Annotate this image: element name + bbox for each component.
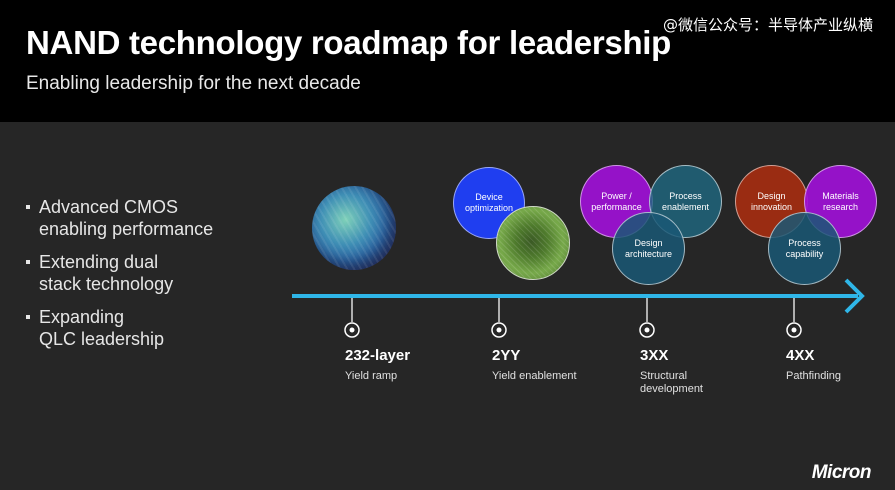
- watermark: @微信公众号：半导体产业纵横: [662, 16, 873, 34]
- milestone-desc-line: Yield enablement: [492, 370, 577, 382]
- milestone-4xx: 4XX Pathfinding: [786, 347, 841, 383]
- bullet-line: Expanding: [39, 307, 125, 327]
- milestone-name: 2YY: [492, 347, 521, 364]
- bubble-text: capability: [785, 248, 824, 259]
- milestone-marker-3xx: [639, 298, 655, 338]
- bubble-text: innovation: [750, 201, 793, 212]
- milestone-desc-line: development: [640, 383, 703, 395]
- page-title: NAND technology roadmap for leadership: [26, 24, 672, 61]
- bubble-text: performance: [591, 201, 642, 212]
- bubble-text: enablement: [661, 201, 710, 212]
- milestone-desc: Yield ramp: [345, 370, 410, 383]
- bullet-item: Expanding QLC leadership: [26, 306, 213, 350]
- milestone-desc-line: Yield ramp: [345, 370, 398, 382]
- bullet-line: stack technology: [39, 274, 174, 294]
- milestone-desc: Pathfinding: [786, 370, 841, 383]
- bubble-text: Design: [634, 237, 663, 248]
- milestone-name: 4XX: [786, 347, 815, 364]
- bubble-text: Power /: [601, 190, 632, 201]
- bullet-item: Advanced CMOS enabling performance: [26, 196, 213, 240]
- wafer-image: [312, 186, 396, 270]
- milestone-desc-line: Structural: [640, 370, 688, 382]
- bubble-text: Process: [788, 237, 821, 248]
- milestone-name: 232-layer: [345, 347, 411, 364]
- milestone-desc: Yield enablement: [492, 370, 577, 383]
- milestone-marker-4xx: [786, 298, 802, 338]
- bubble-text: Design: [757, 190, 786, 201]
- bullet-line: enabling performance: [39, 219, 214, 239]
- milestone-desc-line: Pathfinding: [786, 370, 842, 382]
- bubble-text: Process: [669, 190, 702, 201]
- bubble-text: architecture: [624, 248, 673, 259]
- bullet-line: QLC leadership: [39, 329, 165, 349]
- milestone-marker-2yy: [491, 298, 507, 338]
- header-band: NAND technology roadmap for leadership E…: [0, 0, 895, 122]
- milestone-marker-232: [344, 298, 360, 338]
- bubble-text: research: [822, 201, 858, 212]
- bullet-line: Advanced CMOS: [39, 197, 179, 217]
- bubble-design-architecture: Design architecture: [612, 212, 685, 285]
- bubble-text: Materials: [822, 190, 859, 201]
- bullet-item: Extending dual stack technology: [26, 251, 213, 295]
- bullet-list: Advanced CMOS enabling performance Exten…: [26, 196, 213, 361]
- timeline-arrowhead: [844, 278, 865, 314]
- milestone-name: 3XX: [640, 347, 669, 364]
- micron-logo: Micron: [811, 462, 872, 483]
- bubble-process-capability: Process capability: [768, 212, 841, 285]
- page-subtitle: Enabling leadership for the next decade: [26, 73, 361, 94]
- bubble-text: optimization: [464, 203, 514, 213]
- milestone-232-layer: 232-layer Yield ramp: [345, 347, 410, 383]
- bullet-line: Extending dual: [39, 252, 159, 272]
- milestone-3xx: 3XX Structural development: [640, 347, 703, 396]
- milestone-desc: Structural development: [640, 370, 703, 396]
- milestone-2yy: 2YY Yield enablement: [492, 347, 577, 383]
- bubble-text: Device: [475, 192, 503, 202]
- green-wafer-image: [496, 206, 570, 280]
